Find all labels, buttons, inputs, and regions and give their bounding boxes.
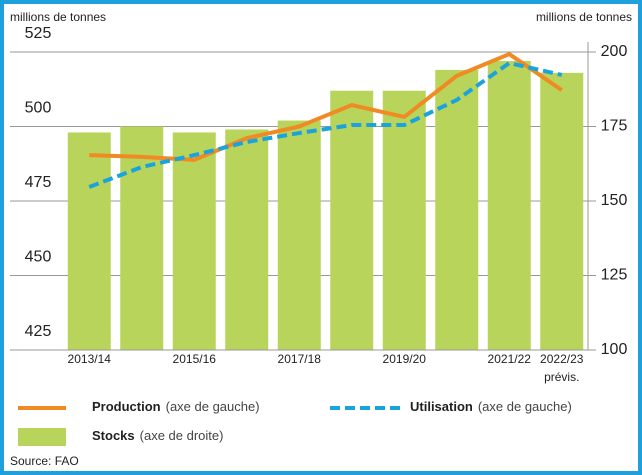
x-tick-label: 2013/14 [68, 352, 112, 366]
bar [67, 132, 111, 350]
legend-note: (axe de gauche) [166, 399, 260, 414]
y-tick-label: 525 [25, 25, 52, 42]
bar [120, 126, 164, 350]
y2-tick-label: 125 [601, 267, 628, 284]
x-tick-label: 2017/18 [278, 352, 322, 366]
dashed-line [88, 61, 563, 189]
x-tick-label: 2022/23 [540, 352, 584, 366]
y2-axis-label: millions de tonnes [536, 10, 632, 24]
annotation: prévis. [544, 370, 579, 384]
source: Source: FAO [10, 454, 79, 468]
y-tick-label: 425 [25, 323, 52, 340]
y2-tick-label: 175 [601, 118, 628, 135]
legend-name: Stocks [92, 428, 135, 443]
bar [540, 72, 584, 351]
bar [172, 132, 216, 350]
legend-name: Utilisation [410, 399, 473, 414]
x-tick-label: 2015/16 [173, 352, 217, 366]
bar [382, 90, 426, 351]
bar [277, 120, 321, 350]
y-tick-label: 450 [25, 249, 52, 266]
legend-label: Stocks (axe de droite) [92, 428, 223, 443]
y-tick-label: 475 [25, 174, 52, 191]
bar [435, 69, 479, 350]
legend-name: Production [92, 399, 161, 414]
bar [330, 90, 374, 351]
y2-tick-label: 200 [601, 43, 628, 60]
y2-tick-label: 100 [601, 341, 628, 358]
bar [487, 60, 531, 350]
x-tick-label: 2019/20 [383, 352, 427, 366]
y-axis-label: millions de tonnes [10, 10, 106, 24]
legend-note: (axe de droite) [140, 428, 224, 443]
bar [225, 129, 269, 350]
legend-label: Utilisation (axe de gauche) [410, 399, 572, 414]
y-tick-label: 500 [25, 100, 52, 117]
x-tick-label: 2021/22 [488, 352, 532, 366]
line [89, 52, 563, 162]
legend-swatch [18, 428, 66, 446]
legend-note: (axe de gauche) [478, 399, 572, 414]
legend-label: Production (axe de gauche) [92, 399, 260, 414]
y2-tick-label: 150 [601, 192, 628, 209]
